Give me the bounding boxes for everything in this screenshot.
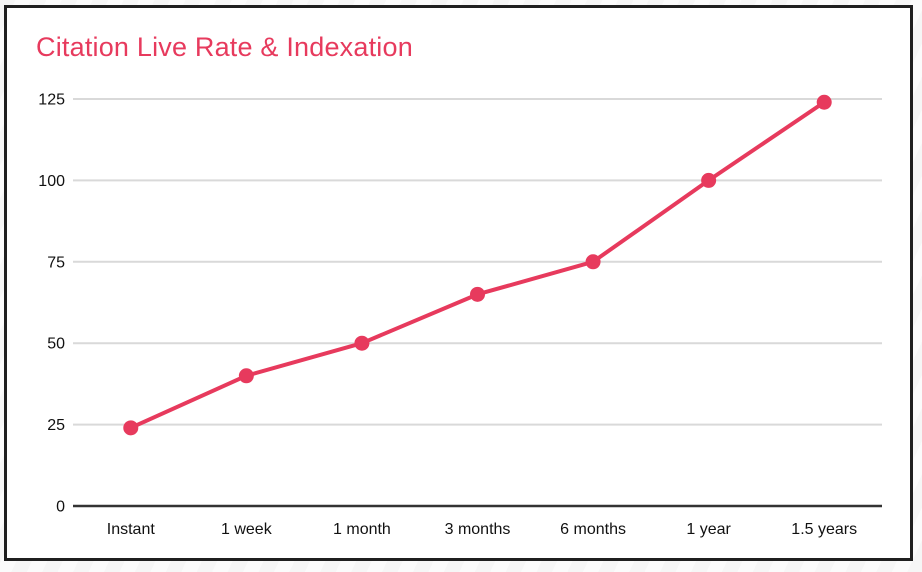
y-tick-label: 75 xyxy=(47,254,65,271)
x-axis-label: 1.5 years xyxy=(791,521,857,538)
y-tick-label: 25 xyxy=(47,417,65,434)
data-point xyxy=(585,254,601,270)
x-axis-label: 6 months xyxy=(560,521,626,538)
data-point xyxy=(238,368,254,384)
y-tick-label: 0 xyxy=(56,499,65,516)
chart-frame: Citation Live Rate & Indexation 0 25 50 75 1… xyxy=(4,5,913,561)
data-point xyxy=(123,420,139,436)
x-axis-label: 3 months xyxy=(445,521,511,538)
x-axis-label: 1 week xyxy=(221,521,273,538)
data-point xyxy=(701,172,717,188)
y-tick-label: 50 xyxy=(47,336,65,353)
x-axis-label: 1 year xyxy=(686,521,731,538)
x-axis-label: Instant xyxy=(107,521,156,538)
series-line xyxy=(128,100,827,430)
line-chart: 0 25 50 75 100 125 Instant 1 week 1 month 3 month… xyxy=(38,92,882,538)
y-tick-label: 125 xyxy=(38,92,65,109)
data-point xyxy=(354,335,370,351)
data-point xyxy=(816,94,832,110)
data-point xyxy=(470,286,485,302)
y-tick-label: 100 xyxy=(38,173,65,190)
chart-title: Citation Live Rate & Indexation xyxy=(36,32,413,62)
x-axis-label: 1 month xyxy=(333,521,391,538)
